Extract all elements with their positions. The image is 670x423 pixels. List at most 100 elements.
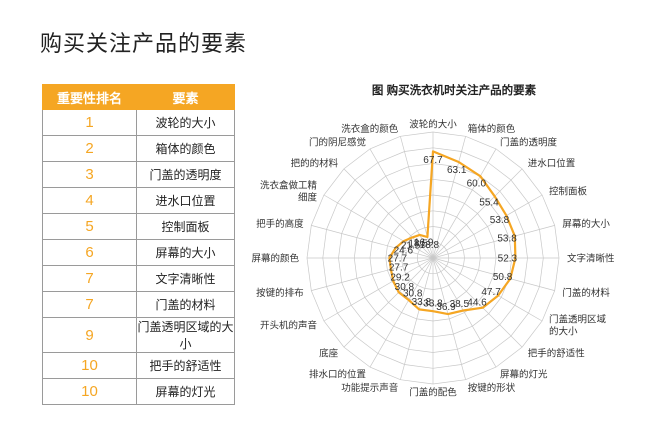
spoke-line	[432, 136, 466, 259]
value-label: 67.7	[423, 155, 443, 166]
category-label: 箱体的颜色	[468, 123, 516, 135]
category-label: 屏幕的大小	[562, 218, 610, 230]
spoke-line	[369, 257, 434, 368]
page-title: 购买关注产品的要素	[40, 31, 248, 56]
chart-title: 图 购买洗衣机时关注产品的要素	[372, 83, 537, 97]
value-label: 47.7	[481, 287, 501, 298]
category-labels: 波轮的大小 箱体的颜色门盖的透明度进水口位置控制面板屏幕的大小文字清晰性门盖的材料…	[251, 119, 615, 399]
category-label: 把的的材料	[291, 158, 339, 170]
spoke-line	[432, 194, 543, 259]
series-line	[388, 150, 517, 316]
category-label: 控制面板	[549, 186, 588, 198]
table-row: 5 控制面板	[42, 213, 235, 240]
factor-cell: 屏幕的大小	[136, 239, 235, 266]
factor-cell: 进水口位置	[136, 187, 235, 214]
category-label: 屏幕的颜色	[251, 253, 299, 265]
spoke-line	[432, 168, 523, 259]
factor-cell: 控制面板	[136, 213, 235, 240]
rank-cell: 4	[42, 187, 137, 214]
category-label: 门的阴尼感觉	[309, 137, 366, 149]
spoke-line	[369, 148, 434, 259]
value-label: 16.9	[414, 237, 434, 248]
rank-cell: 7	[42, 265, 137, 292]
category-label: 把手的舒适性	[528, 347, 586, 359]
category-label: 开头机的声音	[260, 320, 317, 332]
spoke-line	[343, 168, 434, 259]
value-label: 60.0	[467, 179, 487, 190]
category-label: 底座	[319, 347, 339, 359]
value-label: 30.8	[403, 289, 423, 300]
value-label: 27.7	[389, 263, 409, 274]
spoke-line	[432, 257, 523, 348]
spoke-line	[432, 257, 555, 291]
value-label: 50.8	[493, 272, 513, 283]
value-label: 53.8	[497, 234, 517, 245]
factor-cell: 波轮的大小	[136, 109, 235, 136]
category-label: 排水口的位置	[309, 369, 366, 381]
value-label: 38.5	[450, 299, 470, 310]
spoke-line	[343, 257, 434, 348]
value-label: 52.3	[498, 254, 518, 265]
table-row: 10 把手的舒适性	[42, 352, 235, 379]
value-label: 30.8	[395, 282, 415, 293]
category-label: 文字清晰性	[567, 253, 615, 265]
header-rank: 重要性排名	[42, 84, 137, 110]
factor-cell: 屏幕的灯光	[136, 378, 235, 405]
value-label: 21.5	[401, 241, 421, 252]
spoke-line	[323, 257, 434, 322]
spoke-line	[400, 257, 434, 380]
value-label: 44.6	[467, 298, 487, 309]
spoke-line	[432, 225, 555, 259]
table-row: 3 门盖的透明度	[42, 161, 235, 188]
category-label: 洗衣盒的颜色	[341, 123, 399, 135]
rank-cell: 1	[42, 109, 137, 136]
spoke-line	[432, 257, 497, 368]
value-label: 63.1	[447, 165, 467, 176]
value-label: 36.9	[436, 302, 456, 313]
value-label: 29.2	[390, 273, 410, 284]
category-label: 门盖的透明度	[500, 137, 558, 149]
value-label: 24.6	[394, 246, 414, 257]
value-label: 18.5	[408, 239, 428, 250]
spoke-line	[323, 194, 434, 259]
value-label: 13.8	[420, 240, 440, 251]
rank-cell: 10	[42, 378, 137, 405]
value-label: 53.8	[490, 215, 510, 226]
rank-cell: 3	[42, 161, 137, 188]
table-row: 2 箱体的颜色	[42, 135, 235, 162]
table-row: 4 进水口位置	[42, 187, 235, 214]
spoke-line	[311, 225, 434, 259]
header-factor: 要素	[136, 84, 235, 110]
category-label: 洗衣盒做工精细度	[260, 180, 318, 204]
radar-grid	[306, 131, 560, 385]
factor-cell: 门盖的透明度	[136, 161, 235, 188]
value-label: 33.8	[423, 299, 443, 310]
category-label: 门盖透明区域的大小	[549, 314, 607, 338]
value-labels: 67.7 63.160.0 55.4 53.8 53.8 52.3 50.8 47.744.6…	[388, 155, 518, 313]
value-label: 55.4	[479, 198, 499, 209]
table-row: 7 门盖的材料	[42, 291, 235, 318]
category-label: 屏幕的灯光	[500, 369, 548, 381]
rank-cell: 2	[42, 135, 137, 162]
spoke-line	[432, 257, 543, 322]
factor-cell: 门盖的材料	[136, 291, 235, 318]
category-label: 进水口位置	[528, 158, 576, 170]
factor-cell: 门盖透明区域的大小	[136, 317, 235, 353]
factor-cell: 把手的舒适性	[136, 352, 235, 379]
category-label: 门盖的配色	[409, 387, 457, 399]
rank-cell: 10	[42, 352, 137, 379]
rank-cell: 7	[42, 291, 137, 318]
table-row: 6 屏幕的大小	[42, 239, 235, 266]
rank-cell: 5	[42, 213, 137, 240]
radar-chart: 图 购买洗衣机时关注产品的要素 67.7 63.160.0 55.4 53.8 53.8…	[251, 83, 615, 399]
spoke-line	[432, 257, 466, 380]
rank-cell: 9	[42, 317, 137, 353]
category-label: 门盖的材料	[562, 287, 610, 299]
radar-series	[388, 150, 517, 316]
spoke-line	[432, 148, 497, 259]
table-header-row: 重要性排名 要素	[42, 84, 235, 110]
table-row: 9 门盖透明区域的大小	[42, 317, 235, 353]
table-row: 10 屏幕的灯光	[42, 378, 235, 405]
value-label: 33.8	[412, 297, 432, 308]
spoke-line	[311, 257, 434, 291]
